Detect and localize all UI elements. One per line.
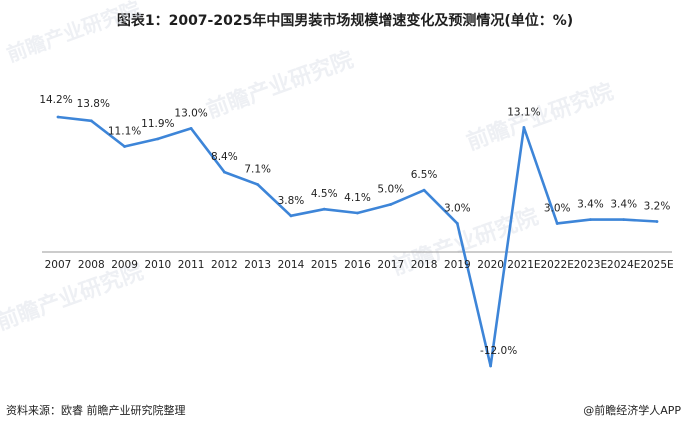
x-tick-label: 2021E — [507, 259, 540, 271]
x-tick-label: 2022E — [540, 259, 573, 271]
chart-title: 图表1：2007-2025年中国男装市场规模增速变化及预测情况(单位：%) — [116, 13, 574, 29]
x-tick-label: 2018 — [411, 259, 438, 271]
data-label: 3.4% — [610, 199, 637, 211]
data-point-2008 — [89, 119, 93, 123]
data-label: 11.9% — [141, 118, 174, 130]
data-label: 13.0% — [174, 107, 207, 119]
data-label: 13.1% — [507, 106, 540, 118]
data-point-2016 — [356, 211, 359, 215]
data-label: 7.1% — [244, 163, 271, 175]
brand-text: @前瞻经济学人APP — [583, 404, 681, 417]
data-point-2021E — [522, 126, 526, 129]
watermark-text: 前瞻产业研究院 — [203, 47, 357, 124]
data-point-2022E — [555, 222, 559, 225]
data-point-2025E — [655, 220, 659, 223]
data-point-2014 — [289, 214, 293, 218]
data-point-2011 — [189, 127, 193, 130]
data-point-2007 — [56, 115, 60, 119]
x-tick-label: 2012 — [211, 259, 238, 271]
data-point-2010 — [156, 137, 160, 141]
x-tick-label: 2023E — [574, 259, 607, 271]
data-label: 4.1% — [344, 192, 371, 204]
data-point-2012 — [222, 170, 226, 174]
data-point-2024E — [622, 218, 626, 222]
x-tick-label: 2008 — [78, 259, 105, 271]
data-label: 14.2% — [39, 94, 72, 106]
data-label: 8.4% — [211, 151, 238, 163]
data-label: 3.0% — [444, 202, 471, 214]
x-tick-label: 2007 — [45, 259, 72, 271]
data-point-2017 — [389, 203, 393, 206]
x-tick-label: 2020 — [477, 259, 504, 271]
data-label: 13.8% — [77, 98, 110, 110]
x-tick-label: 2009 — [111, 259, 138, 271]
data-point-2015 — [322, 207, 326, 211]
x-tick-label: 2010 — [144, 259, 171, 271]
brand-credit: @前瞻经济学人APP — [583, 402, 681, 418]
data-label: 3.4% — [577, 199, 604, 211]
data-point-2018 — [422, 188, 426, 192]
data-label: 3.0% — [544, 202, 571, 214]
data-label: 3.2% — [644, 201, 671, 213]
watermark-text: 前瞻产业研究院 — [4, 0, 144, 67]
x-tick-label: 2014 — [278, 259, 305, 271]
x-tick-label: 2016 — [344, 259, 371, 271]
x-tick-label: 2025E — [640, 259, 673, 271]
x-tick-label: 2015 — [311, 259, 338, 271]
data-point-2020 — [489, 364, 493, 368]
data-point-2019 — [455, 222, 459, 225]
data-label: 4.5% — [311, 188, 338, 200]
x-tick-label: 2024E — [607, 259, 640, 271]
growth-rate-line — [57, 115, 658, 368]
source-note: 资料来源：欧睿 前瞻产业研究院整理 — [6, 404, 186, 417]
data-point-2013 — [256, 183, 260, 186]
x-tick-label: 2017 — [377, 259, 404, 271]
x-tick-label: 2013 — [244, 259, 271, 271]
data-label: 6.5% — [411, 169, 438, 181]
data-label: -12.0% — [480, 345, 517, 357]
data-point-2009 — [123, 145, 126, 148]
data-point-2023E — [589, 218, 592, 222]
data-label: 3.8% — [278, 195, 305, 207]
x-tick-label: 2019 — [444, 259, 471, 271]
data-label: 5.0% — [377, 183, 404, 195]
x-tick-label: 2011 — [178, 259, 205, 271]
data-label: 11.1% — [108, 125, 141, 137]
